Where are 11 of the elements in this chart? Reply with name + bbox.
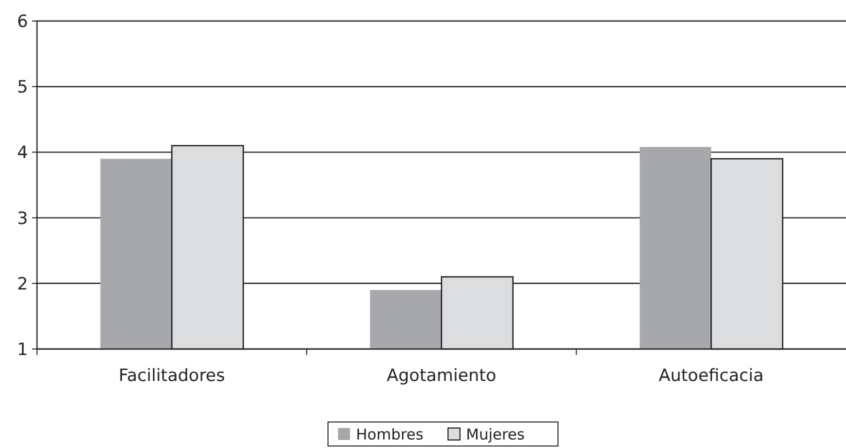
legend-label: Mujeres: [466, 425, 525, 444]
legend-label: Hombres: [356, 425, 424, 444]
y-tick-label: 1: [17, 340, 28, 360]
y-tick-label: 2: [17, 274, 28, 294]
y-tick-label: 4: [17, 143, 28, 164]
x-tick-label: Facilitadores: [118, 366, 226, 386]
y-tick-label: 5: [17, 78, 28, 98]
y-tick-label: 6: [17, 12, 28, 32]
x-tick-label: Autoeficacia: [658, 366, 764, 386]
y-tick-label: 3: [17, 208, 28, 229]
x-tick-label: Agotamiento: [386, 366, 496, 386]
